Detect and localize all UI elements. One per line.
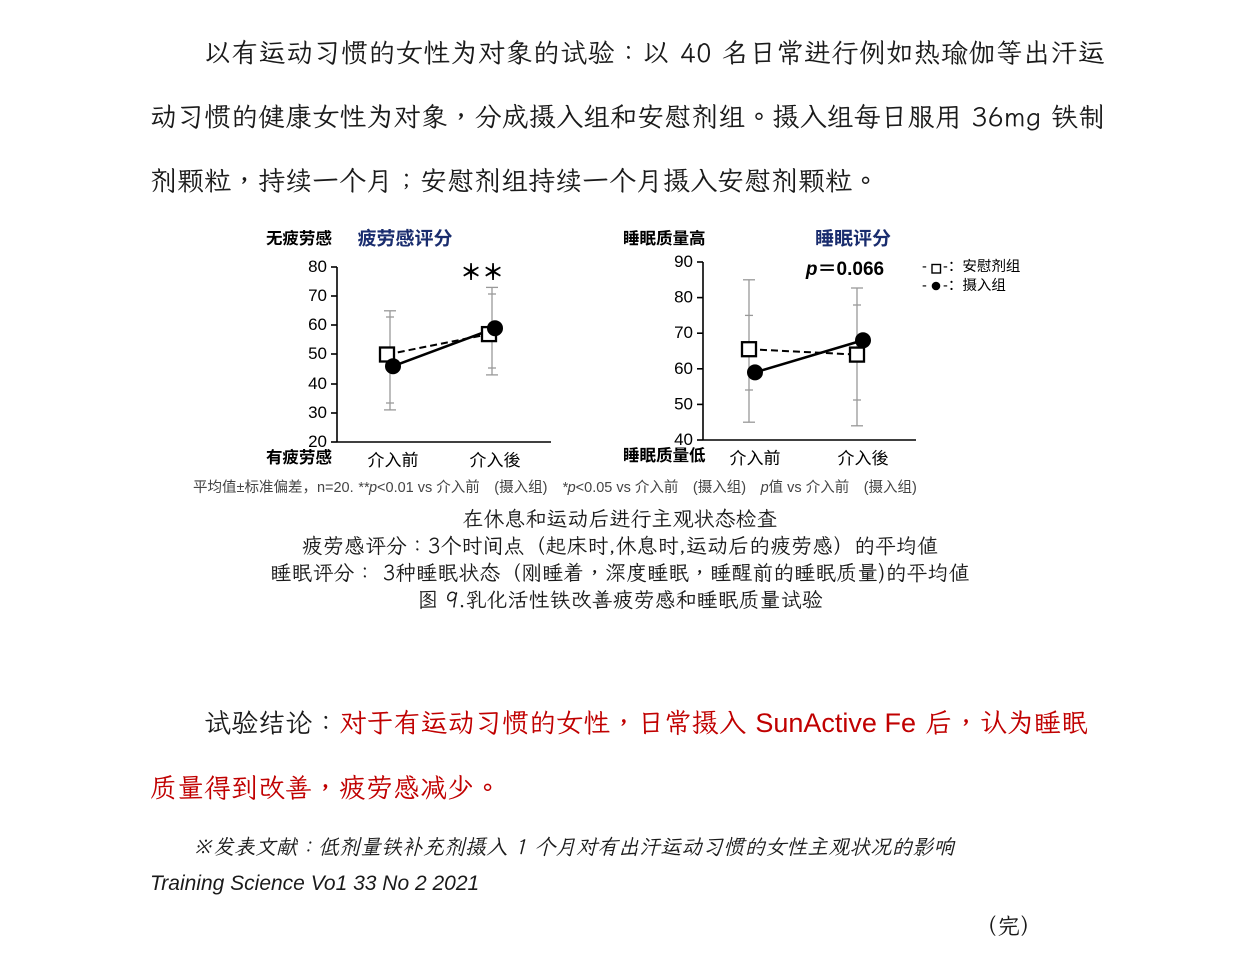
svg-text:介入前: 介入前 [730,449,781,468]
svg-text:睡眠质量高: 睡眠质量高 [623,229,706,248]
svg-text:介入後: 介入後 [470,451,521,470]
svg-text:80: 80 [308,257,327,276]
svg-text:90: 90 [674,252,693,271]
svg-text:20: 20 [308,432,327,451]
svg-text:60: 60 [308,315,327,334]
svg-text:50: 50 [674,394,693,413]
svg-text:疲劳感评分: 疲劳感评分 [357,228,452,250]
svg-text:30: 30 [308,403,327,422]
svg-text:睡眠质量低: 睡眠质量低 [623,446,706,465]
svg-text:无疲劳感: 无疲劳感 [266,229,333,248]
svg-text:睡眠评分: 睡眠评分 [815,229,891,250]
svg-text:介入後: 介入後 [838,449,889,468]
svg-text:60: 60 [674,359,693,378]
svg-text:p＝0.066: p＝0.066 [805,259,884,280]
svg-text:-: - [922,259,927,275]
svg-text:80: 80 [674,288,693,307]
svg-text:40: 40 [308,374,327,393]
svg-text:-：安慰剂组: -：安慰剂组 [943,258,1020,275]
svg-text:40: 40 [674,430,693,449]
svg-text:70: 70 [308,286,327,305]
svg-text:-: - [922,278,927,294]
svg-text:-：摄入组: -：摄入组 [943,277,1006,294]
svg-text:50: 50 [308,344,327,363]
svg-text:＊＊: ＊＊ [460,260,504,285]
svg-text:介入前: 介入前 [368,451,419,470]
svg-text:70: 70 [674,323,693,342]
